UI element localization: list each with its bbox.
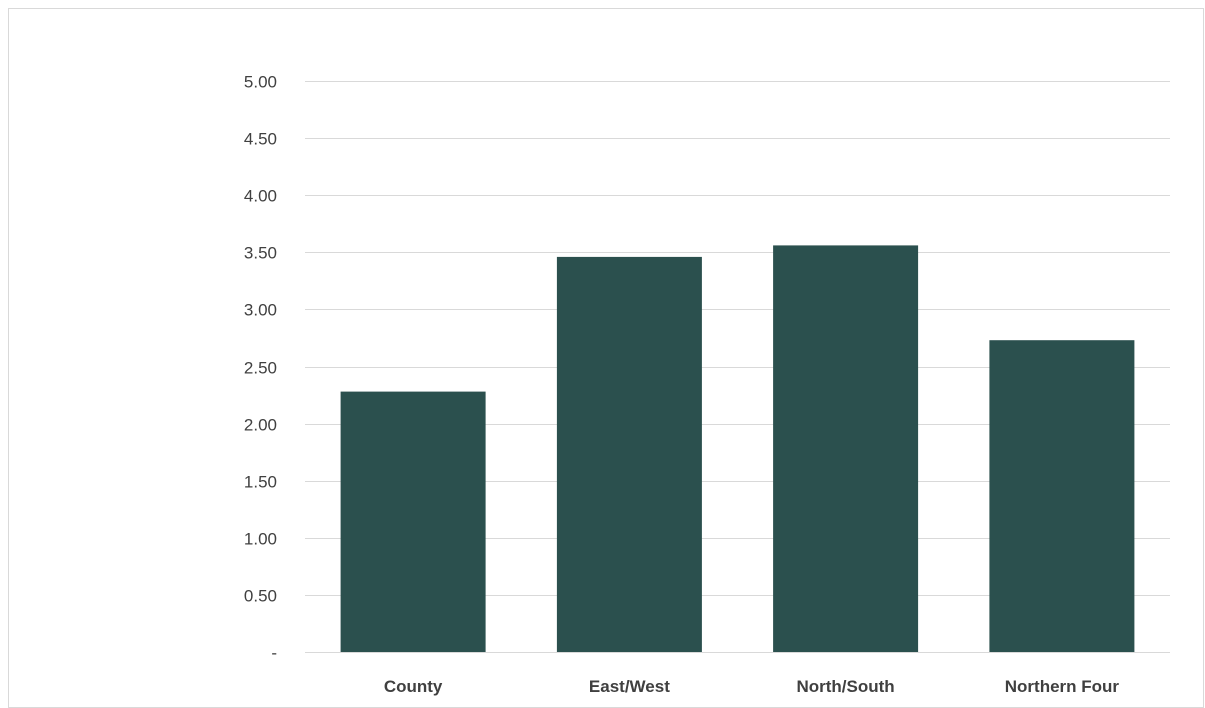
- y-tick-label: 0.50: [244, 587, 277, 606]
- y-tick-label: 1.50: [244, 473, 277, 492]
- x-axis-category-labels: County East/West North/South Northern Four: [384, 677, 1120, 696]
- bar-county: [340, 391, 486, 652]
- y-tick-label: 2.00: [244, 416, 277, 435]
- x-category-label: East/West: [589, 677, 670, 696]
- bar-east-west: [556, 256, 702, 652]
- bar-north-south: [773, 245, 919, 652]
- x-category-label: Northern Four: [1005, 677, 1120, 696]
- x-category-label: County: [384, 677, 443, 696]
- y-tick-label: 4.00: [244, 187, 277, 206]
- y-tick-label: 3.50: [244, 244, 277, 263]
- bars: [340, 245, 1135, 652]
- y-tick-label: 4.50: [244, 130, 277, 149]
- y-tick-label: 3.00: [244, 301, 277, 320]
- y-tick-label: 2.50: [244, 359, 277, 378]
- bar-northern-four: [989, 340, 1135, 652]
- y-tick-label: 5.00: [244, 73, 277, 92]
- y-tick-label: -: [271, 644, 277, 663]
- y-axis-tick-labels: - 0.50 1.00 1.50 2.00 2.50 3.00 3.50 4.00 4.50 5.0…: [244, 73, 277, 663]
- y-tick-label: 1.00: [244, 530, 277, 549]
- x-category-label: North/South: [796, 677, 894, 696]
